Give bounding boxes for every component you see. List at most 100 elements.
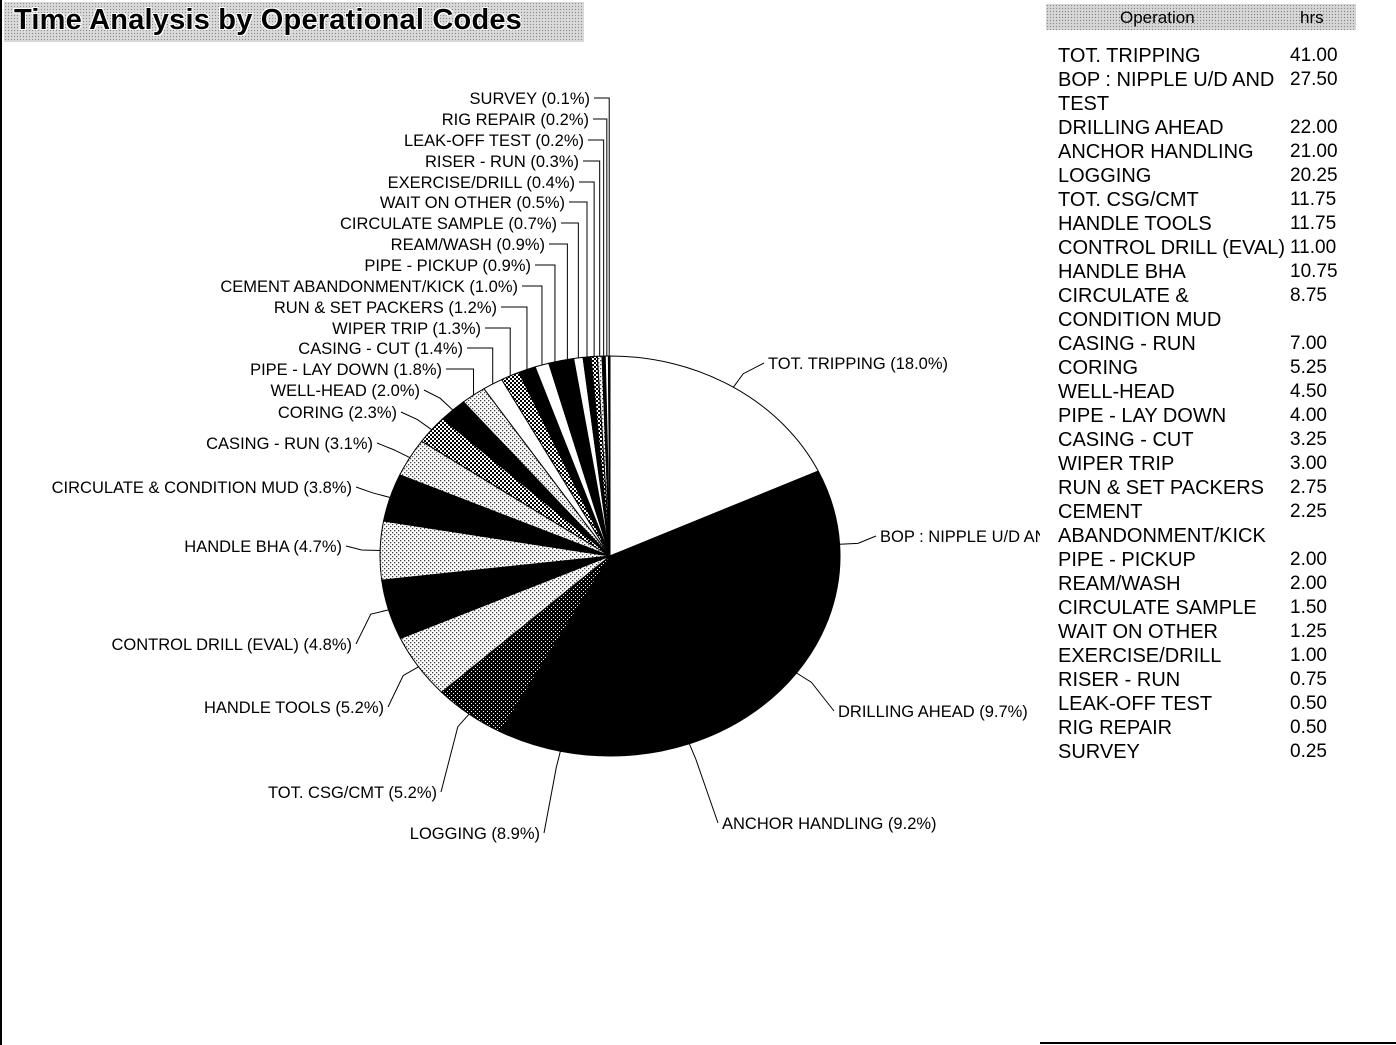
table-header: Operation hrs <box>1046 4 1356 30</box>
label-leader <box>796 672 835 712</box>
slice-label: REAM/WASH (0.9%) <box>391 236 545 254</box>
row-hrs: 2.00 <box>1290 573 1327 594</box>
slice-label: HANDLE TOOLS (5.2%) <box>204 699 384 717</box>
table-row: CONTROL DRILL (EVAL) 11.00 <box>1046 236 1356 260</box>
slice-label: HANDLE BHA (4.7%) <box>184 538 342 556</box>
slice-label: RUN & SET PACKERS (1.2%) <box>274 299 497 317</box>
table-row: TOT. TRIPPING 41.00 <box>1046 44 1356 68</box>
pie-slice <box>609 554 749 757</box>
slice-labels: TOT. TRIPPING (18.0%) BOP : NIPPLE U/D AN… <box>52 90 1040 843</box>
table-row: WIPER TRIP 3.00 <box>1046 452 1356 476</box>
label-leader <box>387 666 419 708</box>
label-leader <box>579 181 595 357</box>
label-leader <box>688 743 719 824</box>
table-row: HANDLE TOOLS 11.75 <box>1046 212 1356 236</box>
table-row: BOP : NIPPLE U/D AND TEST 27.50 <box>1046 68 1356 116</box>
table-row: LEAK-OFF TEST 0.50 <box>1046 692 1356 716</box>
slice-label: ANCHOR HANDLING (9.2%) <box>722 815 937 833</box>
row-hrs: 10.75 <box>1290 261 1338 282</box>
slice-label: RISER - RUN (0.3%) <box>425 153 579 171</box>
label-leader <box>355 609 389 645</box>
table-row: CEMENT ABANDONMENT/KICK 2.25 <box>1046 500 1356 548</box>
row-operation: CEMENT ABANDONMENT/KICK <box>1058 501 1266 547</box>
table-row: CORING 5.25 <box>1046 356 1356 380</box>
slice-label: CIRCULATE & CONDITION MUD (3.8%) <box>52 479 352 497</box>
row-hrs: 3.00 <box>1290 453 1327 474</box>
slice-label: TOT. TRIPPING (18.0%) <box>768 355 948 373</box>
label-leader <box>535 264 556 362</box>
row-hrs: 21.00 <box>1290 141 1338 162</box>
label-leader <box>345 545 381 551</box>
chart-title: Time Analysis by Operational Codes <box>14 4 523 36</box>
label-leader <box>588 139 605 357</box>
label-leader <box>522 285 543 365</box>
table-row: WAIT ON OTHER 1.25 <box>1046 620 1356 644</box>
slice-label: CONTROL DRILL (EVAL) (4.8%) <box>111 636 352 654</box>
row-operation: EXERCISE/DRILL <box>1058 645 1222 667</box>
slice-label: CASING - CUT (1.4%) <box>298 340 463 358</box>
pie-slice <box>609 355 819 557</box>
slice-label: CASING - RUN (3.1%) <box>206 435 373 453</box>
frame-bottom-border <box>1040 1042 1396 1044</box>
slice-label: CORING (2.3%) <box>278 404 397 422</box>
table-row: PIPE - LAY DOWN 4.00 <box>1046 404 1356 428</box>
row-hrs: 41.00 <box>1290 45 1338 66</box>
table-row: CASING - CUT 3.25 <box>1046 428 1356 452</box>
row-hrs: 1.00 <box>1290 645 1327 666</box>
slice-label: CEMENT ABANDONMENT/KICK (1.0%) <box>220 278 518 296</box>
row-operation: PIPE - LAY DOWN <box>1058 405 1227 427</box>
label-leader <box>423 389 454 411</box>
table-row: ANCHOR HANDLING 21.00 <box>1046 140 1356 164</box>
slice-label: WAIT ON OTHER (0.5%) <box>380 194 565 212</box>
row-operation: WAIT ON OTHER <box>1058 621 1218 643</box>
label-leader <box>440 713 470 793</box>
row-operation: CASING - RUN <box>1058 333 1196 355</box>
table-row: REAM/WASH 2.00 <box>1046 572 1356 596</box>
slice-label: BOP : NIPPLE U/D AND TEST (12.1%) <box>880 528 1040 546</box>
row-hrs: 8.75 <box>1290 285 1327 306</box>
row-operation: BOP : NIPPLE U/D AND TEST <box>1058 69 1275 115</box>
row-hrs: 3.25 <box>1290 429 1327 450</box>
label-leader <box>569 201 588 358</box>
slice-label: PIPE - PICKUP (0.9%) <box>364 257 531 275</box>
row-operation: TOT. TRIPPING <box>1058 45 1201 67</box>
table-row: PIPE - PICKUP 2.00 <box>1046 548 1356 572</box>
label-leader <box>501 306 528 370</box>
pie-slice <box>608 470 841 620</box>
label-leader <box>839 535 877 545</box>
slice-label: DRILLING AHEAD (9.7%) <box>838 703 1028 721</box>
label-leader <box>543 751 561 834</box>
row-hrs: 0.50 <box>1290 693 1327 714</box>
pie-slices <box>379 355 841 757</box>
slice-label: TOT. CSG/CMT (5.2%) <box>268 784 437 802</box>
title-box: Time Analysis by Operational Codes <box>4 2 584 42</box>
row-hrs: 20.25 <box>1290 165 1338 186</box>
row-operation: DRILLING AHEAD <box>1058 117 1224 139</box>
table-row: LOGGING 20.25 <box>1046 164 1356 188</box>
row-hrs: 2.75 <box>1290 477 1327 498</box>
header-operation: Operation <box>1120 8 1195 27</box>
label-leaders <box>345 97 877 834</box>
label-leader <box>561 222 579 358</box>
label-leader <box>594 97 610 357</box>
label-leader <box>583 160 601 357</box>
slice-label: RIG REPAIR (0.2%) <box>442 111 589 129</box>
row-hrs: 1.25 <box>1290 621 1327 642</box>
row-hrs: 7.00 <box>1290 333 1327 354</box>
row-operation: CASING - CUT <box>1058 429 1194 451</box>
table-row: CIRCULATE SAMPLE 1.50 <box>1046 596 1356 620</box>
row-operation: HANDLE TOOLS <box>1058 213 1212 235</box>
row-hrs: 5.25 <box>1290 357 1327 378</box>
slice-label: CIRCULATE SAMPLE (0.7%) <box>340 215 557 233</box>
row-hrs: 2.00 <box>1290 549 1327 570</box>
row-operation: LOGGING <box>1058 165 1152 187</box>
table-rows: TOT. TRIPPING 41.00 BOP : NIPPLE U/D AND T… <box>1046 44 1356 764</box>
label-leader <box>467 347 494 384</box>
table-row: RISER - RUN 0.75 <box>1046 668 1356 692</box>
table-row: HANDLE BHA 10.75 <box>1046 260 1356 284</box>
table-row: TOT. CSG/CMT 11.75 <box>1046 188 1356 212</box>
operations-table: Operation hrs TOT. TRIPPING 41.00 BOP : NI… <box>1046 4 1356 764</box>
table-row: DRILLING AHEAD 22.00 <box>1046 116 1356 140</box>
slice-label: PIPE - LAY DOWN (1.8%) <box>250 361 442 379</box>
row-operation: HANDLE BHA <box>1058 261 1186 283</box>
